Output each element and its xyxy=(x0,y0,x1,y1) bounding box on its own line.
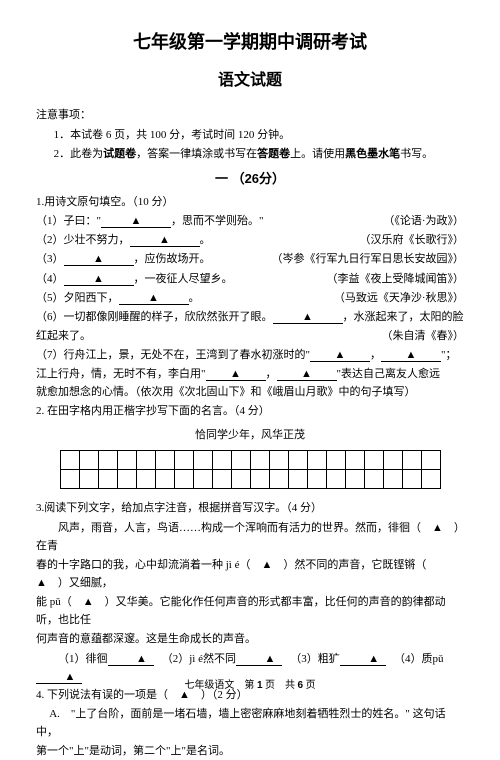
triangle-icon: ▲ xyxy=(301,368,312,380)
q1-1-src: （《论语·为政》） xyxy=(377,212,464,230)
q1-7-f: "表达自己离友人愈远 xyxy=(337,368,441,380)
q1-5-b: 。 xyxy=(189,292,200,304)
footer-e: 页 xyxy=(303,680,316,691)
exam-title-main: 七年级第一学期期中调研考试 xyxy=(36,28,464,58)
triangle-icon: ▲ xyxy=(230,368,241,380)
q1-sub7: （7）行舟江上，景，无处不在，王湾到了春水初涨时的" ▲ ， ▲ "； xyxy=(36,346,464,365)
blank: ▲ xyxy=(206,369,266,381)
grid-table xyxy=(60,450,441,489)
triangle-icon: ▲ xyxy=(148,292,159,304)
q1-7-a: （7）行舟江上，景，无处不在，王湾到了春水初涨时的" xyxy=(36,349,310,361)
blank: ▲ xyxy=(64,274,134,286)
page-footer: 七年级语文 第 1 页 共 6 页 xyxy=(0,678,500,695)
q1-6-b: ，水涨起来了，太阳的脸 xyxy=(343,311,464,323)
triangle-icon: ▲ xyxy=(93,253,104,265)
q1-2-a: （2）少壮不努力， xyxy=(36,234,130,246)
q1-7-c: "； xyxy=(441,349,457,361)
q1-sub3: （3） ▲ ，应伤故场开。 （岑参《行军九日行军日思长安故园》） xyxy=(36,250,464,268)
notice2-d: 答题卷 xyxy=(257,148,290,160)
q1-4-a: （4） xyxy=(36,273,64,285)
choice-4: （4）质pǔ xyxy=(394,653,444,665)
q3-line-c: 能 pǔ（ ▲ ）又华美。它能化作任何声音的形式都丰富，比任何的声音的韵律都动听… xyxy=(36,593,464,629)
question-2: 2. 在田字格内用正楷字抄写下面的名言。（4 分） xyxy=(36,402,464,420)
triangle-icon: ▲ xyxy=(368,653,379,665)
q1-sub4: （4） ▲ ，一夜征人尽望乡。 （李益《夜上受降城闻笛》） xyxy=(36,270,464,288)
q1-sub7-line3: 就愈加想念的心情。（依次用《次北固山下》和《峨眉山月歌》中的句子填写） xyxy=(36,383,464,402)
q1-5-a: （5）夕阳西下， xyxy=(36,292,119,304)
q1-sub7-line2: 江上行舟，情，无时不有，李白用" ▲ ， ▲ "表达自己离友人愈远 xyxy=(36,365,464,384)
q4-option-a-line1: A. "上了台阶，面前是一堵石墙，墙上密密麻麻地刻着牺牲烈士的姓名。" 这句话中… xyxy=(36,705,464,741)
section-1-header: 一 （26分） xyxy=(36,168,464,189)
q1-6-c: 红起来了。 xyxy=(36,327,376,345)
q1-sub6b: 红起来了。 （朱自清《春》） xyxy=(36,327,464,345)
q1-4-b: ，一夜征人尽望乡。 xyxy=(134,273,233,285)
q3-line-a: 风声，雨音，人言，鸟语……构成一个浑响而有活力的世界。然而，徘徊（ ▲ ）在青 xyxy=(36,519,464,556)
notice2-g: 书写。 xyxy=(400,148,433,160)
q1-6-src: （朱自清《春》） xyxy=(376,327,465,345)
blank: ▲ xyxy=(64,254,134,266)
choice-1: （1）徘徊 xyxy=(58,653,108,665)
q1-sub5: （5）夕阳西下， ▲ 。 （马致远《天净沙·秋思》） xyxy=(36,289,464,307)
notice2-e: 上。请使用 xyxy=(290,148,345,160)
blank: ▲ xyxy=(277,369,337,381)
triangle-icon: ▲ xyxy=(406,349,417,361)
q1-7-b: ， xyxy=(370,349,381,361)
blank: ▲ xyxy=(130,235,200,247)
blank: ▲ xyxy=(236,654,282,666)
triangle-icon: ▲ xyxy=(335,349,346,361)
q4-option-a-line2: 第一个"上"是动词，第二个"上"是名词。 xyxy=(36,742,464,760)
q1-sub1: （1）子曰：" ▲ ，思而不学则殆。" （《论语·为政》） xyxy=(36,212,464,230)
q1-sub6: （6）一切都像刚睡醒的样子，欣欣然张开了眼。 ▲ ，水涨起来了，太阳的脸 xyxy=(36,308,464,326)
blank: ▲ xyxy=(381,350,441,362)
q1-1-a: （1）子曰：" xyxy=(36,215,101,227)
q1-3-a: （3） xyxy=(36,253,64,265)
footer-c: 页 共 xyxy=(263,680,298,691)
question-3: 3.阅读下列文字，给加点字注音，根据拼音写汉字。（4 分） xyxy=(36,499,464,517)
blank: ▲ xyxy=(108,654,154,666)
q1-5-src: （马致远《天净沙·秋思》） xyxy=(328,289,464,307)
tianzige-grid xyxy=(36,450,464,489)
triangle-icon: ▲ xyxy=(159,234,170,246)
blank: ▲ xyxy=(119,293,189,305)
notice2-c: ，答案一律填涂或书写在 xyxy=(136,148,257,160)
question-1: 1.用诗文原句填空。（10 分） xyxy=(36,193,464,211)
q1-2-b: 。 xyxy=(200,234,211,246)
notice-item-1: 1．本试卷 6 页，共 100 分，考试时间 120 分钟。 xyxy=(36,126,464,144)
triangle-icon: ▲ xyxy=(265,653,276,665)
notice-item-2: 2．此卷为试题卷，答案一律填涂或书写在答题卷上。请使用黑色墨水笔书写。 xyxy=(36,145,464,163)
notice2-b: 试题卷 xyxy=(103,148,136,160)
blank: ▲ xyxy=(101,216,171,228)
triangle-icon: ▲ xyxy=(302,311,313,323)
q1-3-src: （岑参《行军九日行军日思长安故园》） xyxy=(266,250,465,268)
q3-line-d: 何声音的意蕴都深邃。这是生命成长的声音。 xyxy=(36,630,464,648)
footer-a: 七年级语文 第 xyxy=(184,680,257,691)
notice2-f: 黑色墨水笔 xyxy=(345,148,400,160)
couplet-text: 恰同学少年，风华正茂 xyxy=(36,426,464,444)
q1-7-d: 江上行舟，情，无时不有，李白用" xyxy=(36,368,206,380)
choice-3: （3）粗犷 xyxy=(290,653,340,665)
blank: ▲ xyxy=(340,654,386,666)
notice2-a: 2．此卷为 xyxy=(54,148,104,160)
triangle-icon: ▲ xyxy=(131,215,142,227)
q1-4-src: （李益《夜上受降城闻笛》） xyxy=(321,270,465,288)
choice-2: （2）jì é然不同 xyxy=(162,653,236,665)
triangle-icon: ▲ xyxy=(136,653,147,665)
q1-1-b: ，思而不学则殆。" xyxy=(171,215,264,227)
triangle-icon: ▲ xyxy=(93,273,104,285)
q1-3-b: ，应伤故场开。 xyxy=(134,253,211,265)
blank: ▲ xyxy=(310,350,370,362)
q3-line-b: 春的十字路口的我，心中却流淌着一种 jì é（ ▲ ）然不同的声音，它既铿锵（ … xyxy=(36,556,464,592)
exam-title-sub: 语文试题 xyxy=(36,68,464,94)
q1-sub2: （2）少壮不努力， ▲ 。 （汉乐府《长歌行》） xyxy=(36,231,464,249)
blank: ▲ xyxy=(273,312,343,324)
notice-heading: 注意事项： xyxy=(36,106,464,124)
q1-2-src: （汉乐府《长歌行》） xyxy=(354,231,465,249)
q1-6-a: （6）一切都像刚睡醒的样子，欣欣然张开了眼。 xyxy=(36,311,273,323)
q1-7-e: ， xyxy=(266,368,277,380)
